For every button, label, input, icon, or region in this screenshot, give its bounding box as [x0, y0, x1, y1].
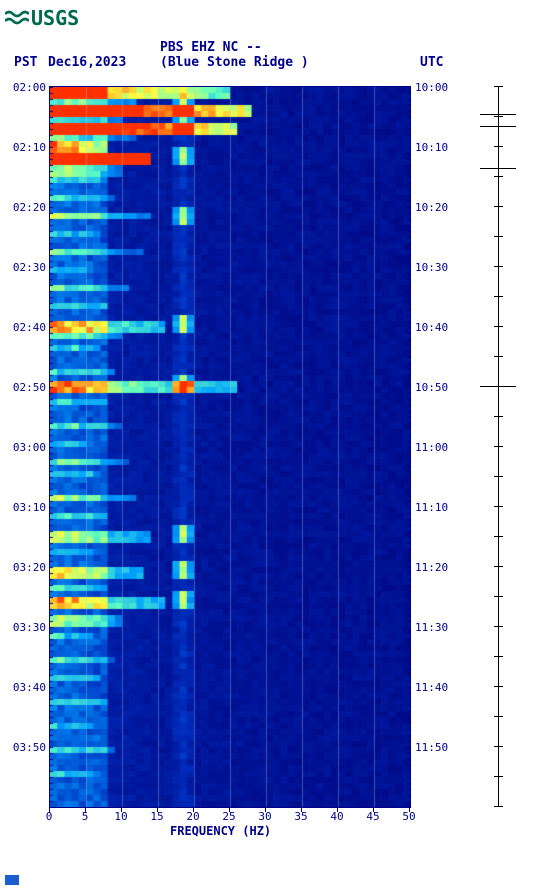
- ytick-left: 03:30: [4, 621, 46, 634]
- usgs-logo: USGS: [5, 6, 79, 30]
- xtick-mark: [85, 806, 86, 812]
- ytick-left: 03:00: [4, 441, 46, 454]
- ytick-right: 11:10: [415, 501, 448, 514]
- xtick-mark: [301, 806, 302, 812]
- ytick-left: 03:40: [4, 681, 46, 694]
- ytick-right: 10:10: [415, 141, 448, 154]
- xtick-mark: [337, 806, 338, 812]
- date-label: Dec16,2023: [48, 55, 126, 70]
- xtick-mark: [409, 806, 410, 812]
- ytick-right: 10:50: [415, 381, 448, 394]
- ytick-right: 10:00: [415, 81, 448, 94]
- xtick-mark: [373, 806, 374, 812]
- ytick-left: 03:10: [4, 501, 46, 514]
- xtick-mark: [157, 806, 158, 812]
- station-name: (Blue Stone Ridge ): [160, 55, 309, 70]
- spectrogram-plot: [49, 86, 411, 808]
- xtick-mark: [121, 806, 122, 812]
- ytick-left: 02:30: [4, 261, 46, 274]
- ytick-right: 10:40: [415, 321, 448, 334]
- xtick-mark: [49, 806, 50, 812]
- ytick-left: 03:50: [4, 741, 46, 754]
- usgs-logo-text: USGS: [31, 6, 79, 30]
- ytick-right: 11:20: [415, 561, 448, 574]
- ytick-left: 02:40: [4, 321, 46, 334]
- ytick-right: 11:40: [415, 681, 448, 694]
- xtick-mark: [229, 806, 230, 812]
- usgs-wave-icon: [5, 8, 29, 28]
- ytick-right: 11:00: [415, 441, 448, 454]
- xtick-mark: [265, 806, 266, 812]
- ytick-left: 02:20: [4, 201, 46, 214]
- ytick-left: 02:50: [4, 381, 46, 394]
- timezone-left: PST: [14, 55, 37, 70]
- ytick-right: 11:30: [415, 621, 448, 634]
- ytick-left: 02:10: [4, 141, 46, 154]
- amplitude-axis: [498, 86, 499, 806]
- ytick-right: 10:30: [415, 261, 448, 274]
- xtick-mark: [193, 806, 194, 812]
- ytick-left: 03:20: [4, 561, 46, 574]
- render-artifact: [5, 875, 19, 885]
- ytick-right: 10:20: [415, 201, 448, 214]
- ytick-right: 11:50: [415, 741, 448, 754]
- station-code: PBS EHZ NC --: [160, 40, 262, 55]
- timezone-right: UTC: [420, 55, 443, 70]
- x-axis-label: FREQUENCY (HZ): [170, 824, 271, 838]
- ytick-left: 02:00: [4, 81, 46, 94]
